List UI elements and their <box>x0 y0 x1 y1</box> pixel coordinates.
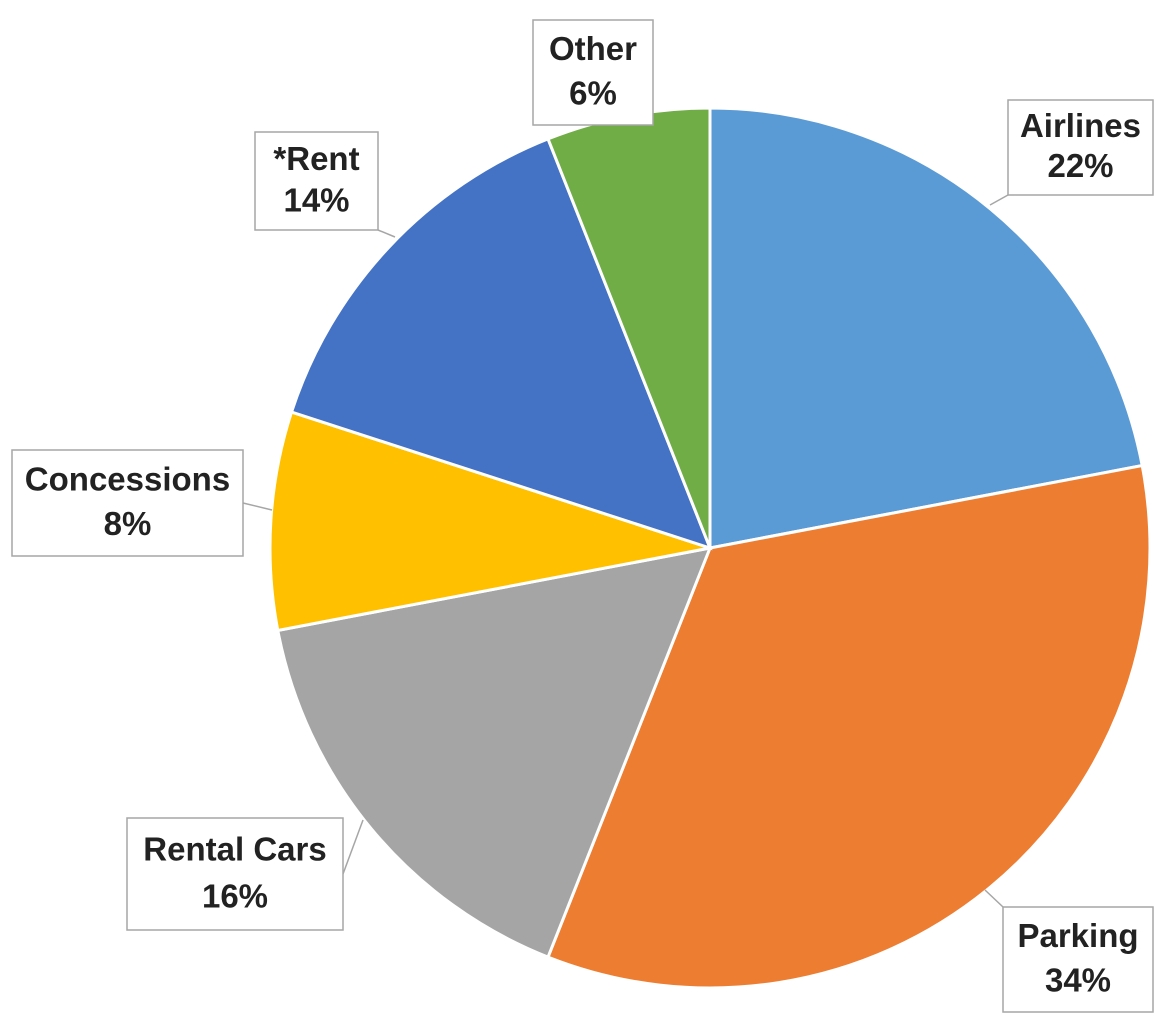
category-label: Parking <box>1017 917 1138 954</box>
category-label: Airlines <box>1020 107 1141 144</box>
category-label: Other <box>549 30 637 67</box>
pie-slice <box>276 546 713 960</box>
value-label: 16% <box>202 877 268 914</box>
label-box <box>254 131 379 231</box>
category-label: *Rent <box>273 140 359 177</box>
value-label: 6% <box>569 74 617 111</box>
label-box <box>126 817 344 931</box>
pie-slice <box>546 463 1152 990</box>
value-label: 8% <box>104 505 152 542</box>
leader-line <box>342 819 364 875</box>
pie-slice <box>268 410 711 633</box>
leader-line <box>242 502 273 511</box>
leader-line <box>989 194 1009 206</box>
pie-slice <box>289 136 713 551</box>
value-label: 34% <box>1045 961 1111 998</box>
label-box <box>1007 99 1154 196</box>
leader-line <box>984 889 1004 908</box>
category-label: Concessions <box>25 461 230 498</box>
label-box <box>1002 906 1154 1013</box>
value-label: 14% <box>283 181 349 218</box>
pie-slice <box>708 106 1144 550</box>
category-label: Rental Cars <box>143 830 326 867</box>
leader-line <box>377 229 396 238</box>
value-label: 22% <box>1047 147 1113 184</box>
label-box <box>532 19 654 126</box>
label-box <box>11 449 244 557</box>
